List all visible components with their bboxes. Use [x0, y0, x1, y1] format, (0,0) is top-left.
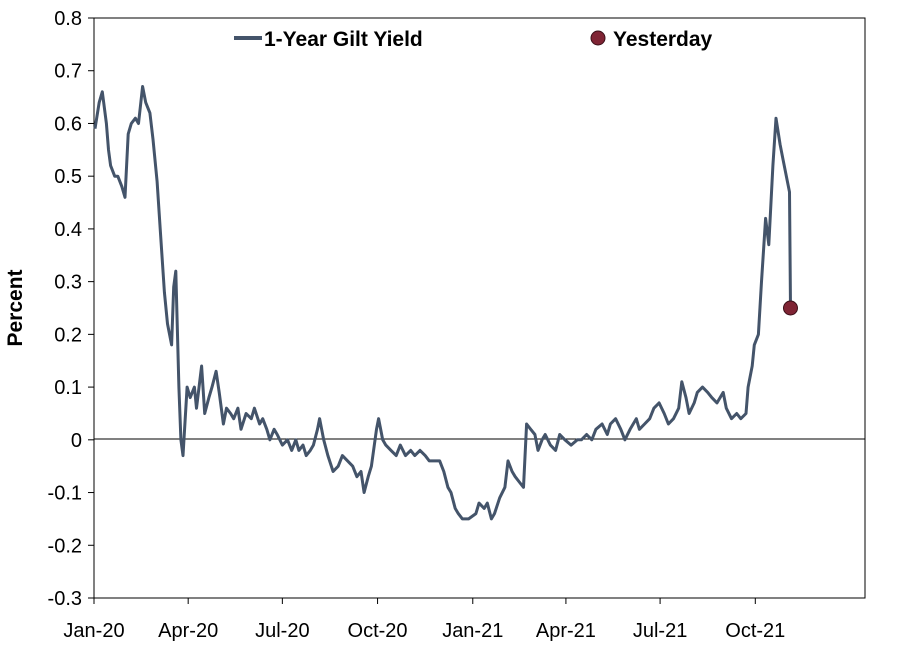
x-tick-label: Jan-20 [63, 620, 124, 642]
y-axis-ticks: 0.8 0.7 0.6 0.5 0.4 0.3 0.2 0.1 0 -0.1 -0.2 -0.3 [48, 8, 94, 610]
y-tick-label: 0.3 [54, 272, 82, 294]
y-tick-label: 0.8 [54, 8, 82, 30]
y-tick-label: -0.2 [48, 535, 82, 557]
y-tick-label: -0.3 [48, 588, 82, 610]
legend-label-yield: 1-Year Gilt Yield [264, 28, 423, 51]
x-tick-label: Jul-21 [633, 620, 687, 642]
y-tick-label: 0.5 [54, 166, 82, 188]
x-tick-label: Oct-20 [348, 620, 408, 642]
x-tick-label: Jul-20 [255, 620, 309, 642]
x-axis-ticks: Jan-20 Apr-20 Jul-20 Oct-20 Jan-21 Apr-21 Jul-… [63, 598, 785, 642]
y-tick-label: 0.4 [54, 219, 82, 241]
highlight-layer [782, 300, 798, 316]
x-tick-label: Apr-21 [536, 620, 596, 642]
legend-dot-swatch [590, 30, 606, 46]
y-axis-label: Percent [4, 269, 27, 346]
y-tick-label: -0.1 [48, 483, 82, 505]
legend-label-yesterday: Yesterday [613, 28, 713, 51]
x-tick-label: Apr-20 [158, 620, 218, 642]
y-tick-label: 0.1 [54, 377, 82, 399]
plot-area [93, 17, 866, 599]
x-tick-label: Oct-21 [725, 620, 785, 642]
series-line-gilt-yield [93, 85, 792, 521]
legend: 1-Year Gilt Yield Yesterday [234, 28, 713, 51]
x-tick-label: Jan-21 [442, 620, 503, 642]
y-tick-label: 0.2 [54, 324, 82, 346]
series-layer [93, 85, 792, 521]
y-tick-label: 0.7 [54, 61, 82, 83]
y-tick-label: 0.6 [54, 113, 82, 135]
yesterday-point [782, 300, 798, 316]
y-tick-label: 0 [71, 430, 82, 452]
